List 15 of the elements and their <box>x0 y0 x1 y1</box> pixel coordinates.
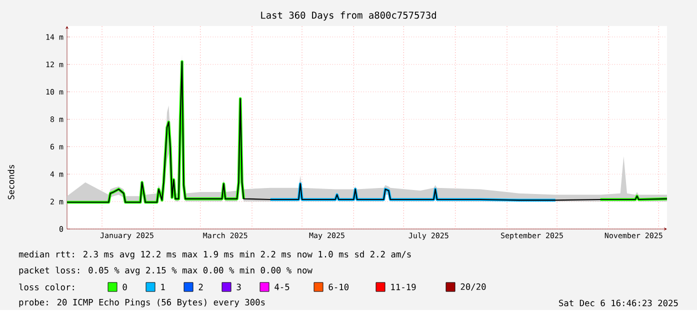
text: probe: 20 ICMP Echo Pings (56 Bytes) every 300s <box>19 298 265 308</box>
legend-label: 6-10 <box>328 284 349 290</box>
legend-label: 1 <box>161 284 165 290</box>
legend-title: loss color: <box>19 284 74 291</box>
legend-label: 2 <box>198 284 203 290</box>
text: packet loss: 0.05 % avg 2.15 % max 0.00 % min 0.00 % now <box>19 266 312 276</box>
legend-label: 20/20 <box>460 284 486 291</box>
legend-label: 0 <box>122 284 127 290</box>
legend-label: 4-5 <box>274 284 290 290</box>
legend-label: 11-19 <box>391 284 416 290</box>
y-axis-title: Seconds <box>8 165 14 200</box>
chart-title: Last 360 Days from a800c757573d <box>261 12 436 21</box>
text: Sat Dec 6 16:46:23 2025 <box>559 300 678 306</box>
legend-label: 3 <box>236 284 241 290</box>
text: median rtt: 2.3 ms avg 12.2 ms max 1.9 ms min 2.2 ms now 1.0 ms sd 2.2 am/s <box>19 250 411 260</box>
